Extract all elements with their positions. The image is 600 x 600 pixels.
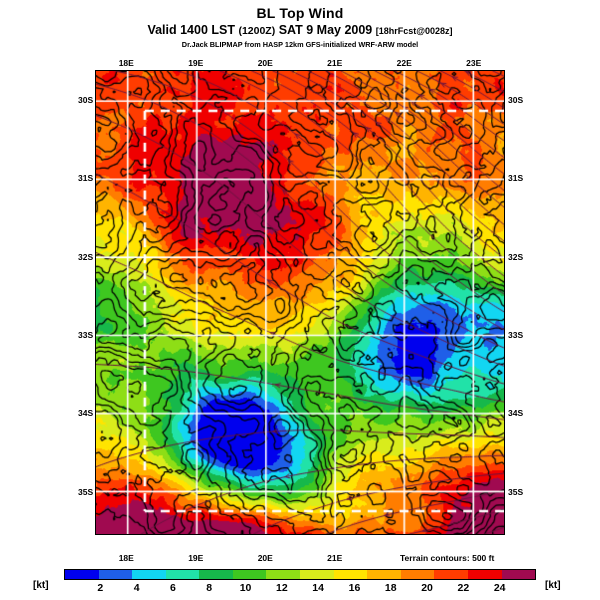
- lon-tick-top-23E: 23E: [466, 58, 482, 68]
- colorbar-band-9: [367, 570, 401, 579]
- colorbar-band-7: [300, 570, 334, 579]
- colorbar-tick-12: 12: [276, 582, 288, 594]
- colorbar-band-3: [165, 570, 200, 579]
- lon-tick-bottom-18E: 18E: [118, 553, 134, 563]
- lat-tick-right-32S: 32S: [508, 251, 524, 262]
- lat-tick-left-30S: 30S: [78, 94, 94, 105]
- colorbar-tick-10: 10: [239, 582, 252, 594]
- valid-time-subtitle: Valid 1400 LST (1200Z) SAT 9 May 2009 [1…: [0, 21, 600, 38]
- lat-tick-right-31S: 31S: [508, 173, 524, 184]
- lat-tick-right-33S: 33S: [508, 330, 524, 341]
- lon-tick-top-19E: 19E: [188, 58, 204, 68]
- colorbar-tick-16: 16: [348, 582, 361, 594]
- colorbar-band-13: [501, 570, 536, 579]
- colorbar-gradient: [64, 569, 536, 580]
- colorbar-tick-4: 4: [133, 582, 140, 594]
- colorbar-band-6: [266, 570, 301, 579]
- colorbar-tick-22: 22: [457, 582, 470, 594]
- terrain-contour-note: Terrain contours: 500 ft: [400, 553, 495, 563]
- valid-time-prefix: Valid 1400 LST: [147, 23, 239, 37]
- colorbar-band-12: [467, 570, 502, 579]
- colorbar-tick-24: 24: [493, 582, 506, 594]
- colorbar-band-0: [65, 570, 99, 579]
- colorbar-unit-left: [kt]: [33, 580, 49, 591]
- lat-tick-left-35S: 35S: [78, 486, 94, 497]
- valid-date: SAT 9 May 2009: [275, 23, 376, 37]
- lon-tick-bottom-19E: 19E: [188, 553, 204, 563]
- lat-tick-left-34S: 34S: [78, 408, 94, 419]
- colorbar-band-2: [132, 570, 166, 579]
- lat-tick-left-33S: 33S: [78, 330, 94, 341]
- colorbar-tick-8: 8: [206, 582, 213, 594]
- colorbar-tick-2: 2: [97, 582, 104, 594]
- colorbar-band-10: [400, 570, 435, 579]
- lat-tick-right-35S: 35S: [508, 486, 524, 497]
- lon-tick-bottom-21E: 21E: [327, 553, 343, 563]
- colorbar-legend: [kt] [kt] 2 4 6 8 10 12 14 16 18 20 22 24: [0, 566, 600, 600]
- colorbar-band-8: [333, 570, 368, 579]
- lon-tick-bottom-20E: 20E: [257, 553, 273, 563]
- lon-tick-top-20E: 20E: [257, 58, 273, 68]
- lat-tick-right-34S: 34S: [508, 408, 524, 419]
- lat-tick-right-30S: 30S: [508, 94, 524, 105]
- forecast-tag: [18hrFcst@0028z]: [375, 26, 453, 36]
- colorbar-band-1: [98, 570, 133, 579]
- valid-time-zulu: (1200Z): [238, 25, 276, 37]
- map-plot-area: [95, 70, 505, 535]
- lon-tick-top-22E: 22E: [396, 58, 412, 68]
- colorbar-band-4: [199, 570, 233, 579]
- colorbar-band-5: [232, 570, 267, 579]
- colorbar-tick-14: 14: [312, 582, 324, 594]
- colorbar-band-11: [434, 570, 468, 579]
- lat-tick-left-31S: 31S: [78, 173, 94, 184]
- colorbar-unit-right: [kt]: [545, 580, 561, 591]
- page-title: BL Top Wind: [256, 5, 344, 21]
- lon-tick-top-18E: 18E: [118, 58, 134, 68]
- colorbar-tick-18: 18: [384, 582, 397, 594]
- wind-speed-field: [96, 71, 504, 534]
- colorbar-tick-20: 20: [421, 582, 433, 594]
- colorbar-tick-6: 6: [170, 582, 176, 594]
- model-attribution: Dr.Jack BLIPMAP from HASP 12km GFS-initi…: [181, 40, 419, 49]
- title-block: BL Top Wind Valid 1400 LST (1200Z) SAT 9…: [0, 0, 600, 50]
- lat-tick-left-32S: 32S: [78, 251, 94, 262]
- lon-tick-top-21E: 21E: [327, 58, 343, 68]
